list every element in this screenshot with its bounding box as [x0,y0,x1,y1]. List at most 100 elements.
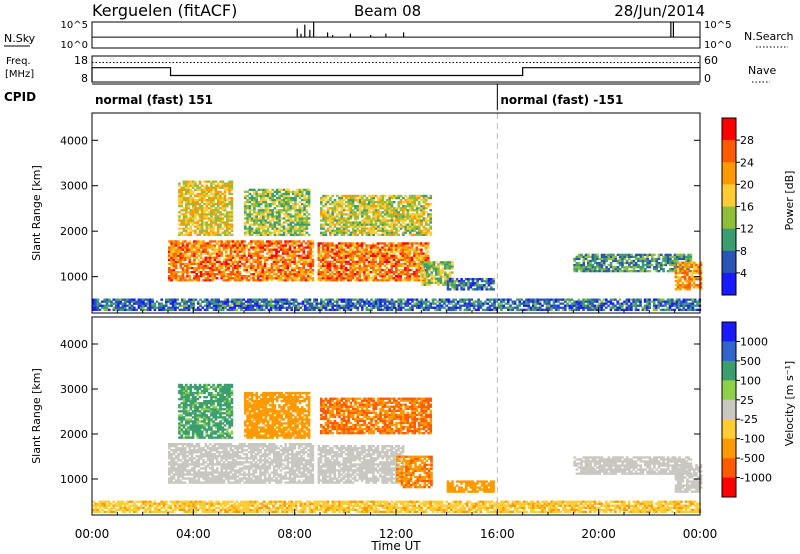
heatmap-cell [320,203,323,206]
heatmap-cell [199,250,203,253]
nsky-ytick-bottom: 10^0 [61,40,88,51]
heatmap-cell [205,194,209,198]
heatmap-cell [186,246,189,249]
heatmap-cell [320,306,323,309]
heatmap-cell [247,242,251,245]
heatmap-cell [427,306,430,309]
heatmap-cell [280,198,284,202]
heatmap-cell [612,259,615,263]
heatmap-cell [248,225,252,228]
heatmap-cell [612,266,615,269]
heatmap-cell [217,302,220,305]
heatmap-cell [170,273,173,276]
heatmap-cell [259,264,262,268]
heatmap-cell [231,254,235,257]
heatmap-cell [402,233,405,236]
heatmap-cell [236,279,239,282]
heatmap-cell [253,231,256,234]
heatmap-cell [423,281,427,284]
heatmap-cell [133,308,136,311]
heatmap-cell [194,211,197,214]
heatmap-cell [422,279,425,282]
heatmap-cell [260,308,264,311]
heatmap-cell [108,300,111,303]
heatmap-cell [185,302,189,305]
freq-frame [91,55,701,83]
heatmap-cell [298,231,302,234]
heatmap-cell [257,225,261,228]
heatmap-cell [245,244,249,247]
heatmap-cell [207,223,211,226]
heatmap-cell [250,194,254,198]
heatmap-cell [406,203,410,206]
heatmap-cell [292,304,296,307]
heatmap-cell [297,304,300,307]
heatmap-cell [360,244,364,247]
heatmap-cell [467,288,470,291]
heatmap-cell [180,194,183,198]
heatmap-cell [170,256,173,259]
heatmap-cell [406,258,409,261]
heatmap-cell [345,201,348,204]
heatmap-cell [180,186,183,189]
heatmap-cell [298,194,302,198]
heatmap-cell [240,300,243,303]
heatmap-cell [374,254,378,257]
heatmap-cell [235,298,239,301]
heatmap-cell [250,219,254,222]
heatmap-cell [430,267,434,270]
heatmap-cell [269,304,273,307]
heatmap-cell [322,198,325,202]
heatmap-cell [367,260,371,263]
heatmap-cell [315,302,318,305]
heatmap-cell [170,268,173,272]
heatmap-cell [165,308,168,311]
heatmap-cell [231,300,234,303]
heatmap-cell [354,219,357,222]
heatmap-cell [193,246,196,249]
heatmap-cell [648,261,652,265]
heatmap-cell [600,261,604,265]
heatmap-cell [262,227,265,230]
heatmap-cell [424,246,428,249]
heatmap-cell [367,229,371,232]
heatmap-cell [598,257,601,261]
heatmap-cell [235,300,239,303]
heatmap-cell [186,279,189,282]
heatmap-cell [303,207,306,210]
heatmap-cell [236,246,239,249]
heatmap-cell [421,265,424,268]
heatmap-cell [189,233,193,236]
heatmap-cell [194,229,197,232]
heatmap-cell [273,194,277,198]
heatmap-cell [263,256,267,259]
heatmap-cell [379,227,382,230]
heatmap-cell [374,194,378,198]
heatmap-cell [170,252,173,255]
heatmap-cell [295,266,299,270]
heatmap-cell [291,256,294,259]
heatmap-cell [309,262,312,266]
heatmap-cell [295,262,299,266]
heatmap-cell [211,264,214,268]
heatmap-cell [282,196,286,200]
heatmap-cell [254,246,258,249]
heatmap-cell [340,209,344,212]
heatmap-cell [288,246,292,249]
heatmap-cell [388,215,391,218]
heatmap-cell [230,207,234,210]
heatmap-cell [418,203,421,206]
heatmap-cell [182,192,186,196]
heatmap-cell [311,277,315,280]
heatmap-cell [219,186,222,189]
heatmap-cell [644,263,647,267]
heatmap-cell [261,277,265,280]
heatmap-cell [210,196,213,200]
heatmap-cell [282,192,286,196]
heatmap-cell [307,213,311,216]
heatmap-cell [266,240,269,243]
heatmap-cell [420,231,423,234]
heatmap-cell [223,198,227,202]
heatmap-cell [587,255,590,258]
freq-series-line [91,67,700,82]
